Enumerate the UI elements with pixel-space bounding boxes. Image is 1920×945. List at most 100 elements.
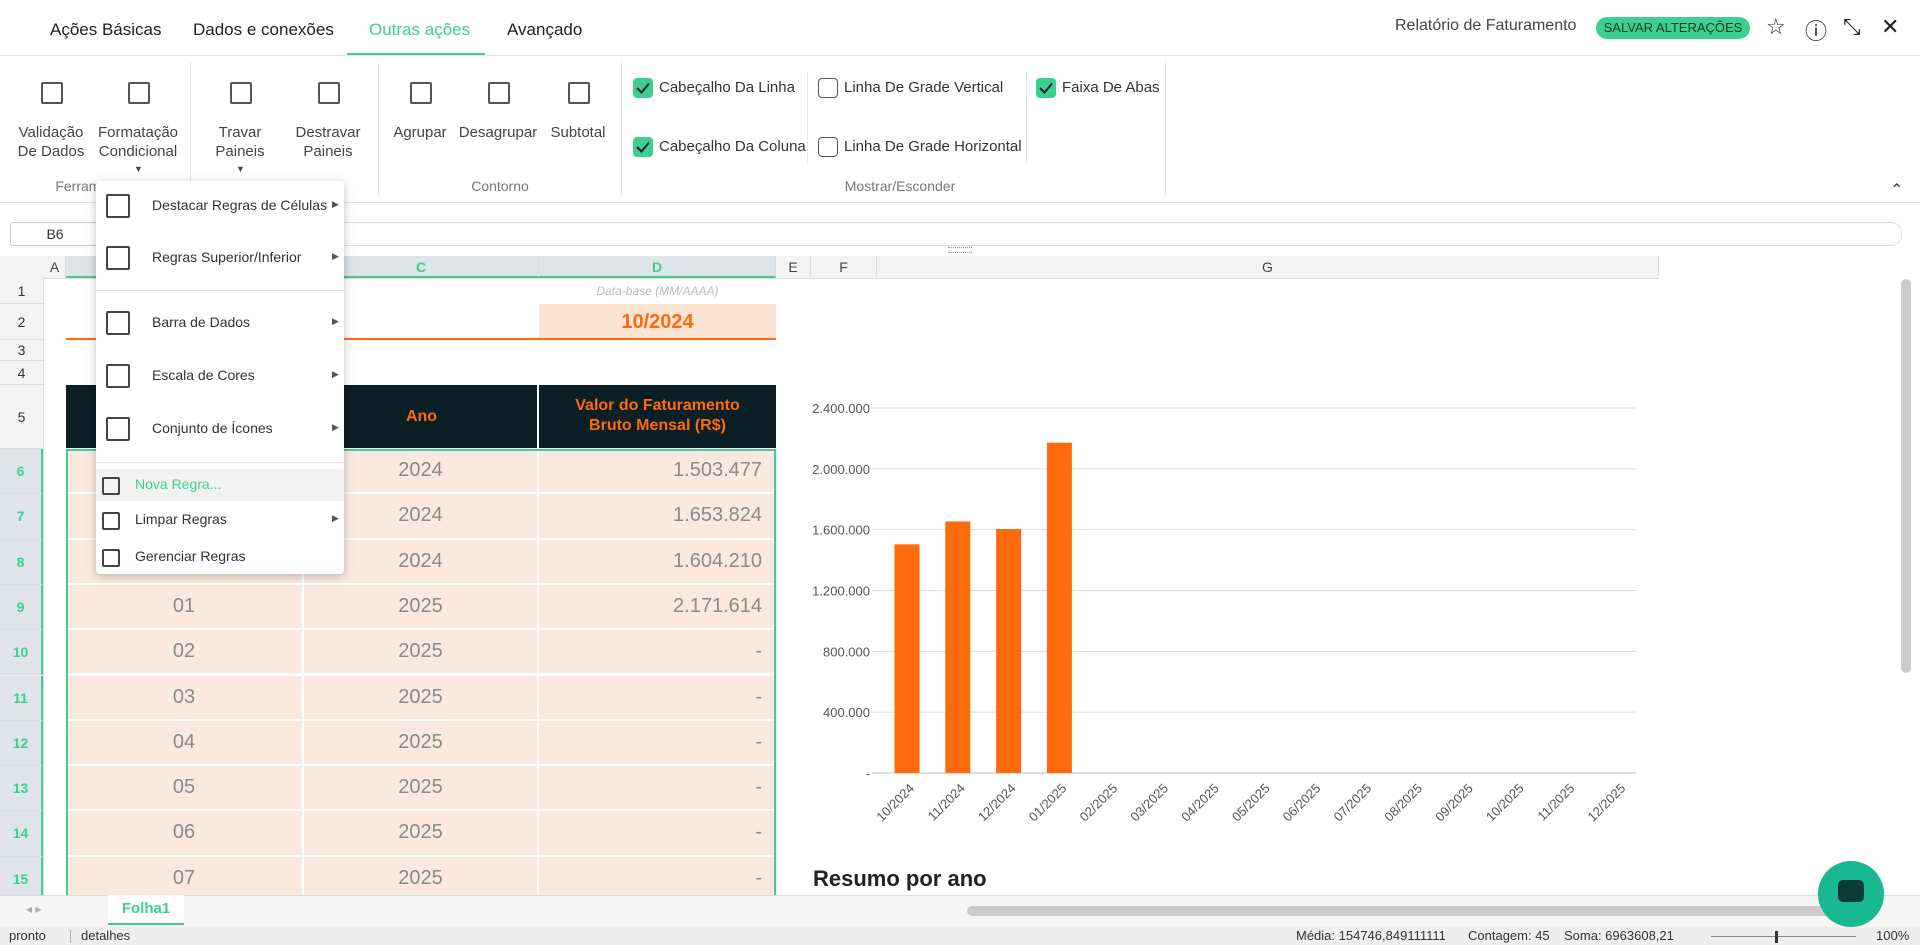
ribbon-label[interactable]: Destravar (295, 124, 361, 141)
table-cell[interactable]: 2025 (304, 856, 539, 895)
table-cell[interactable]: 2025 (304, 675, 539, 721)
ribbon-label[interactable]: Travar (218, 124, 262, 141)
table-cell[interactable]: 03 (66, 675, 304, 721)
table-cell[interactable]: 2025 (304, 630, 539, 676)
header-icon[interactable]: ⓘ (1805, 19, 1828, 44)
ribbon-separator (1165, 62, 1166, 197)
menu-item[interactable]: Escala de Cores (152, 367, 255, 383)
column-header[interactable]: D (539, 256, 776, 278)
table-cell[interactable]: - (539, 720, 776, 767)
checkbox[interactable] (818, 137, 838, 157)
menu-icon (106, 364, 130, 388)
tab[interactable]: Dados e conexões (193, 20, 334, 39)
tab[interactable]: Avançado (507, 20, 583, 39)
table-cell[interactable]: 2.171.614 (539, 584, 776, 631)
ribbon-label[interactable]: Subtotal (550, 124, 606, 141)
x-tick-label: 12/2024 (975, 781, 1019, 825)
checkbox-label[interactable]: Cabeçalho Da Linha (659, 79, 795, 96)
table-cell[interactable]: 07 (66, 856, 304, 895)
zoom-thumb[interactable] (1775, 931, 1778, 943)
ribbon-icon (318, 82, 340, 104)
table-cell[interactable]: 2025 (304, 720, 539, 767)
table-cell[interactable]: 1.604.210 (539, 539, 776, 585)
menu-icon (106, 417, 130, 441)
menu-item[interactable]: Conjunto de Ícones (152, 420, 273, 436)
submenu-arrow: ▶ (332, 199, 339, 209)
ribbon-label[interactable]: Desagrupar (458, 124, 538, 141)
ribbon-icon (230, 82, 252, 104)
zoom-level: 100% (1876, 928, 1910, 943)
header-divider (537, 385, 539, 448)
table-cell[interactable]: 2025 (304, 766, 539, 812)
table-cell[interactable]: 01 (66, 584, 304, 631)
checkbox[interactable] (633, 137, 653, 157)
ribbon-label[interactable]: De Dados (17, 143, 85, 160)
column-header[interactable]: A (44, 256, 66, 276)
zoom-slider[interactable] (1711, 936, 1856, 937)
status-average: Média: 154746,849111111 (1296, 928, 1446, 943)
menu-icon (106, 194, 130, 218)
ribbon-label[interactable]: Formatação (97, 124, 179, 141)
ribbon-icon (41, 82, 63, 104)
table-cell[interactable]: 06 (66, 811, 304, 857)
menu-item[interactable]: Limpar Regras (135, 511, 227, 527)
ribbon-label[interactable]: Validação (18, 124, 84, 141)
checkbox-label[interactable]: Cabeçalho Da Coluna (659, 138, 806, 155)
menu-item[interactable]: Barra de Dados (152, 314, 251, 330)
row-header: 2 (0, 304, 43, 340)
table-cell[interactable]: 2025 (304, 811, 539, 857)
checkbox-label[interactable]: Faixa De Abas (1062, 79, 1160, 96)
table-cell[interactable]: - (539, 766, 776, 812)
checkbox-label[interactable]: Linha De Grade Vertical (844, 79, 1004, 96)
menu-item[interactable]: Regras Superior/Inferior (152, 249, 302, 265)
menu-item[interactable]: Destacar Regras de Células (152, 197, 328, 213)
checkbox[interactable] (1036, 78, 1056, 98)
column-header[interactable]: E (776, 256, 811, 276)
header-icon[interactable]: ✕ (1881, 14, 1900, 39)
name-box[interactable]: B6 (10, 222, 100, 246)
submenu-arrow: ▶ (332, 369, 339, 379)
table-cell[interactable]: 1.503.477 (539, 449, 776, 495)
table-cell[interactable]: 05 (66, 766, 304, 812)
x-tick-label: 01/2025 (1026, 781, 1070, 825)
menu-item[interactable]: Nova Regra... (135, 476, 222, 492)
table-cell[interactable]: - (539, 856, 776, 895)
checkbox[interactable] (633, 78, 653, 98)
ribbon-label[interactable]: Paineis (215, 143, 265, 160)
table-cell[interactable]: - (539, 675, 776, 721)
ribbon-label[interactable]: Condicional (98, 143, 178, 160)
table-cell[interactable]: - (539, 630, 776, 676)
header-icon[interactable]: ☆ (1766, 14, 1786, 39)
ribbon-label[interactable]: Agrupar (393, 124, 447, 141)
ribbon-label[interactable]: Paineis (303, 143, 353, 160)
tab[interactable]: Ações Básicas (50, 20, 162, 39)
column-header[interactable]: F (811, 256, 877, 276)
tab[interactable]: Outras ações (369, 20, 471, 39)
menu-item[interactable]: Gerenciar Regras (135, 548, 246, 564)
save-button[interactable]: SALVAR ALTERAÇÕES (1596, 17, 1750, 39)
table-cell[interactable]: 02 (66, 630, 304, 676)
bar (1046, 442, 1072, 773)
checkbox[interactable] (818, 78, 838, 98)
column-header[interactable]: C (304, 256, 539, 278)
bar (894, 544, 920, 773)
checkbox-label[interactable]: Linha De Grade Horizontal (844, 138, 1022, 155)
formula-input[interactable] (104, 222, 1902, 246)
ribbon-icon (488, 82, 510, 104)
column-header[interactable]: G (877, 256, 1659, 276)
status-details[interactable]: detalhes (81, 928, 131, 943)
collapse-ribbon: ⌃ (1890, 182, 1904, 199)
y-tick-label: 2.000.000 (812, 462, 870, 477)
table-cell[interactable]: 04 (66, 720, 304, 767)
table-cell[interactable]: - (539, 811, 776, 857)
menu-separator (96, 462, 344, 463)
sheet-tab[interactable]: Folha1 (108, 895, 184, 925)
top-border (0, 55, 1920, 56)
y-tick-label: 2.400.000 (812, 401, 870, 416)
header-icon[interactable]: ⤡ (1843, 14, 1861, 39)
splitter (948, 247, 972, 253)
table-cell[interactable]: 2025 (304, 584, 539, 631)
base-date[interactable]: 10/2024 (539, 304, 776, 340)
table-cell[interactable]: 1.653.824 (539, 494, 776, 540)
submenu-arrow: ▶ (332, 422, 339, 432)
